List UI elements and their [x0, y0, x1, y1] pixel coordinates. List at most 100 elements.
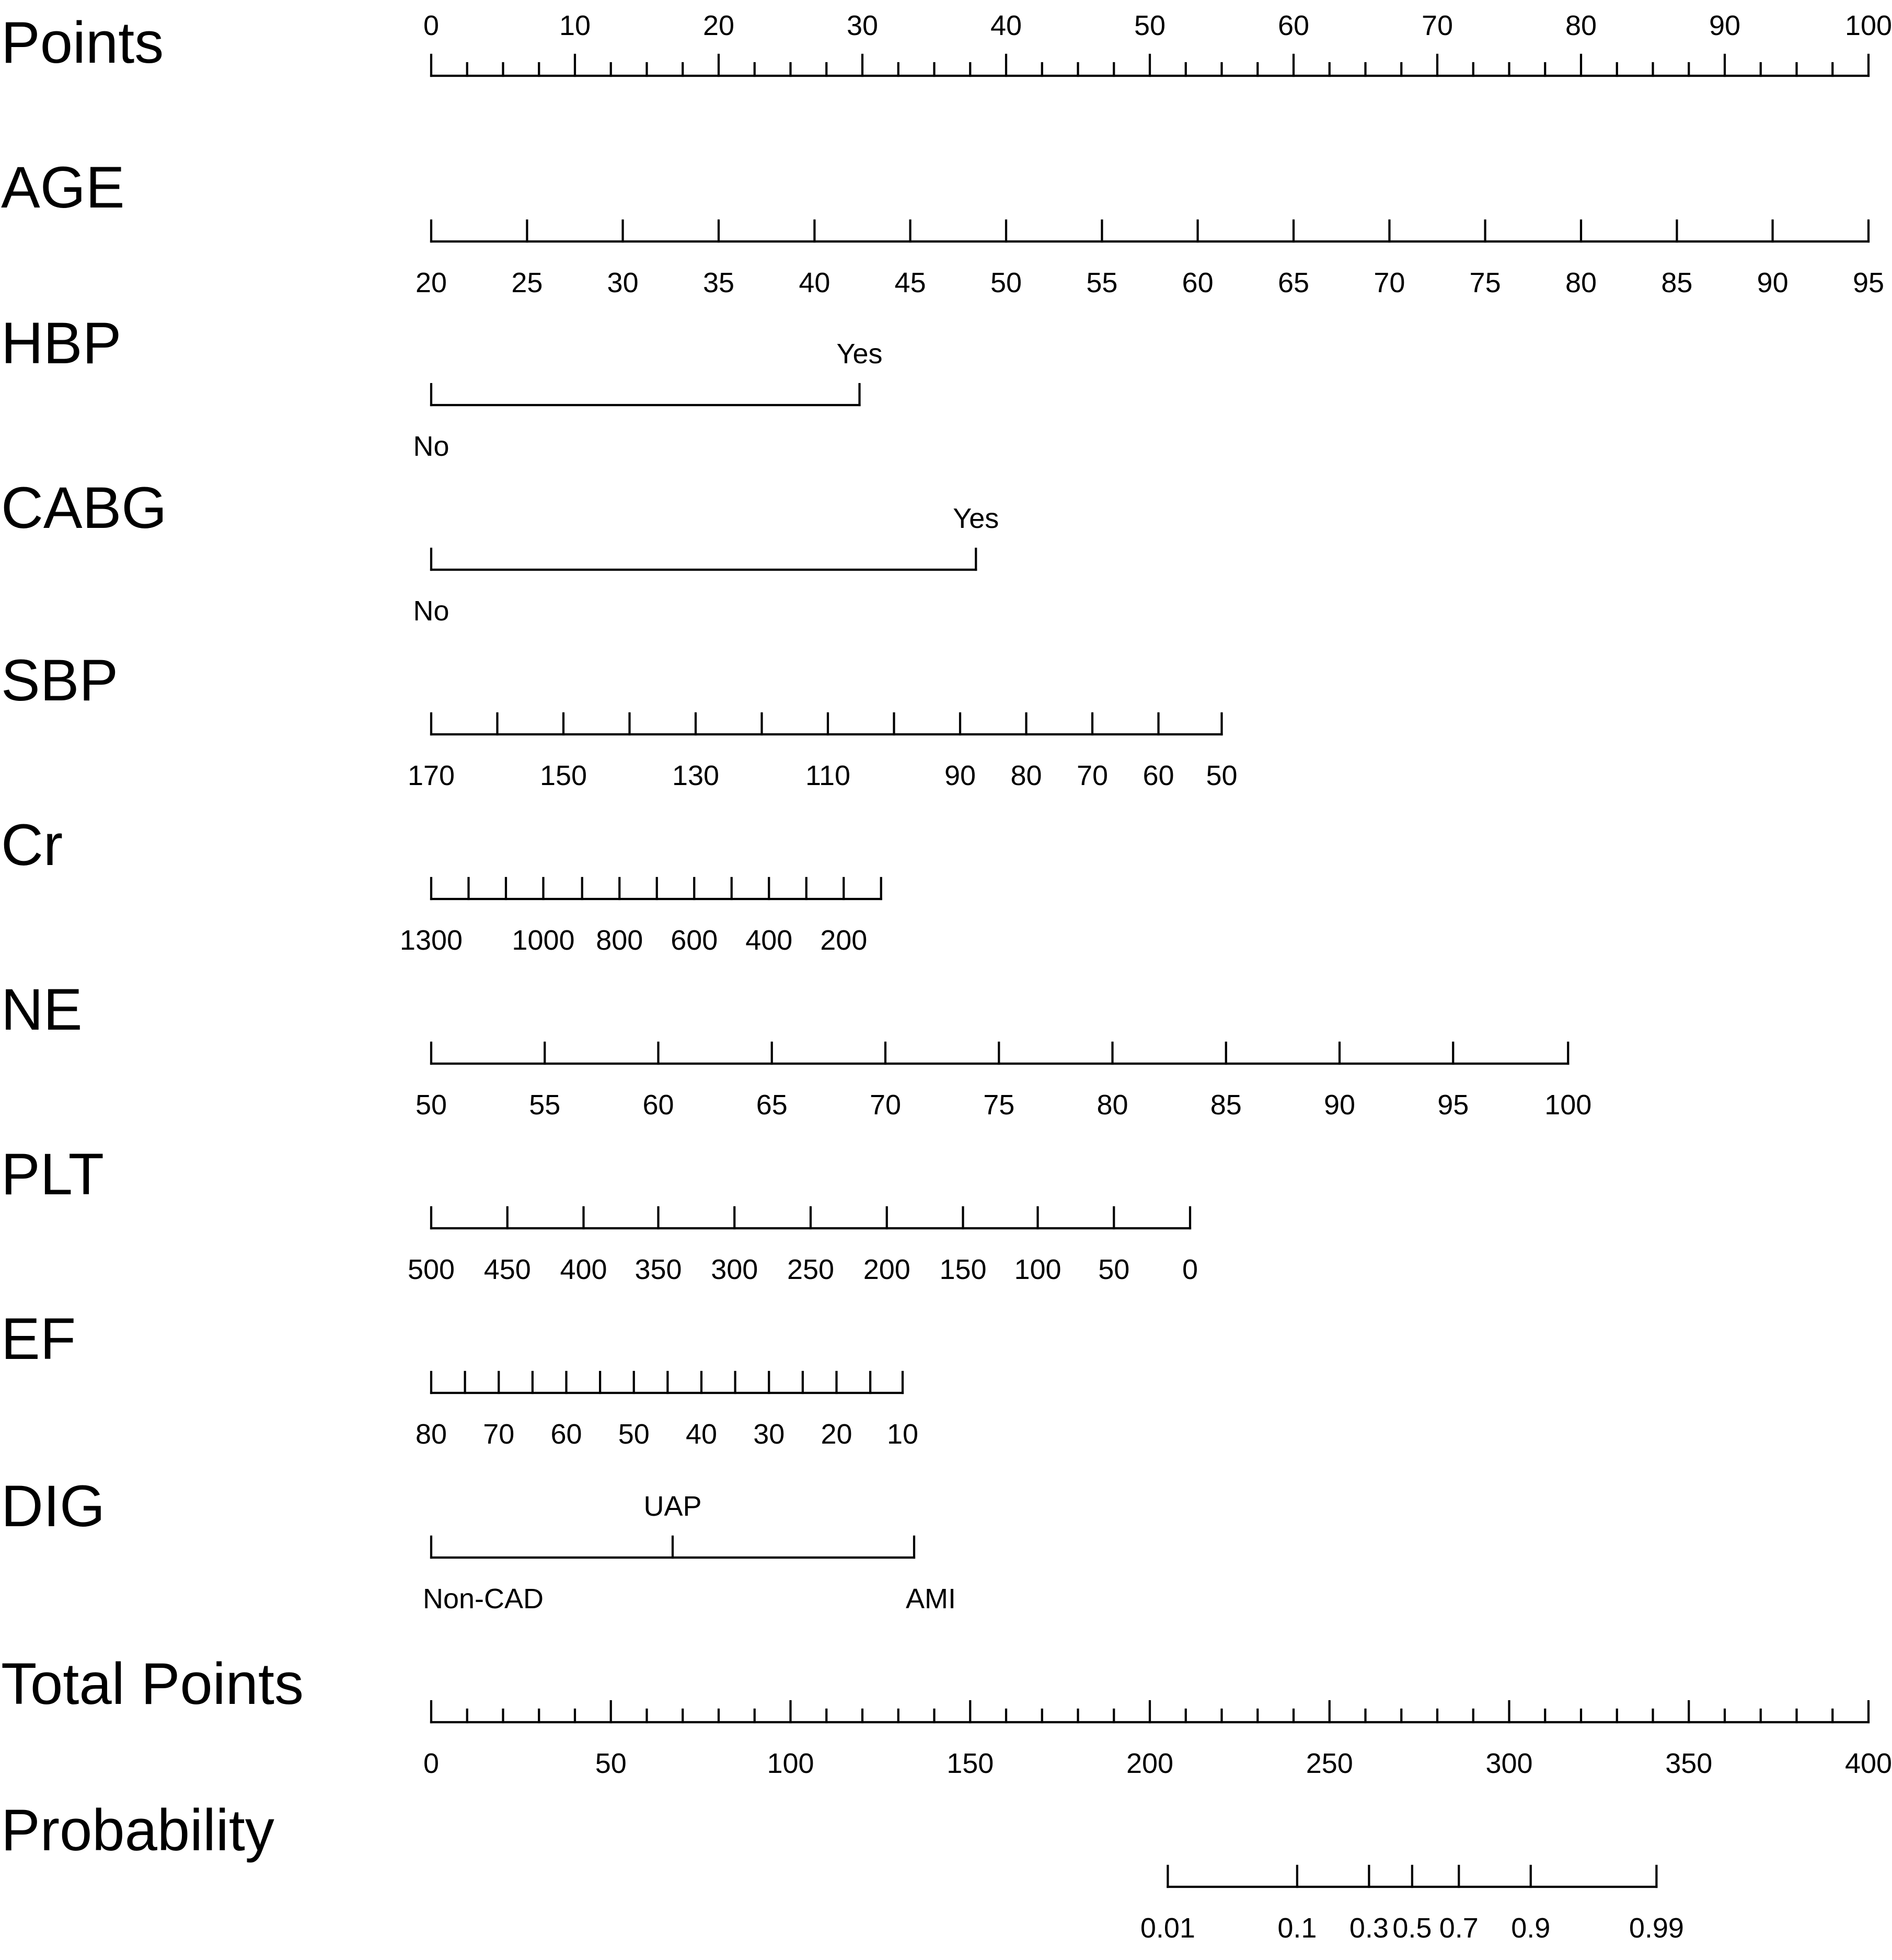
tick-label-age: 50	[990, 267, 1022, 298]
tick-label-ef: 60	[550, 1419, 582, 1450]
tick-label-sbp: 70	[1077, 760, 1108, 791]
tick-label-sbp: 130	[672, 760, 719, 791]
tick-label-sbp: 150	[540, 760, 587, 791]
tick-label-cr: 600	[671, 925, 718, 956]
tick-label-age: 75	[1470, 267, 1501, 298]
tick-label-points: 10	[559, 10, 591, 41]
row-points: Points 0 10 20 30 40 50 60 70 80 90 100	[1, 10, 1892, 77]
tick-label-probability: 0.9	[1511, 1912, 1550, 1944]
tick-label-age: 40	[799, 267, 830, 298]
tick-label-plt: 200	[863, 1254, 910, 1285]
tick-label-ef: 10	[887, 1419, 918, 1450]
tick-label-total-points: 350	[1665, 1748, 1712, 1779]
tick-label-points: 80	[1565, 10, 1597, 41]
tick-label-ne: 90	[1324, 1089, 1355, 1121]
tick-label-ne: 60	[642, 1089, 674, 1121]
row-label-plt: PLT	[1, 1142, 104, 1207]
tick-label-probability: 0.01	[1140, 1912, 1195, 1944]
tick-label-age: 90	[1757, 267, 1789, 298]
tick-label-plt: 250	[787, 1254, 834, 1285]
row-label-cr: Cr	[1, 812, 63, 878]
row-label-ef: EF	[1, 1306, 76, 1371]
tick-label-points: 40	[990, 10, 1022, 41]
tick-label-probability: 0.7	[1439, 1912, 1479, 1944]
tick-label-cabg: Yes	[953, 503, 999, 534]
tick-label-age: 20	[416, 267, 447, 298]
row-hbp: HBP No Yes	[1, 310, 883, 462]
row-sbp: SBP 170 150 130 110 90 80 70 60 50	[1, 648, 1238, 791]
tick-label-sbp: 110	[805, 760, 850, 791]
row-total-points: Total Points 0 50 100 150 200 250 300 350 400	[1, 1651, 1892, 1779]
tick-label-sbp: 80	[1010, 760, 1042, 791]
tick-label-plt: 0	[1182, 1254, 1198, 1285]
tick-label-ef: 30	[753, 1419, 785, 1450]
tick-label-hbp: No	[413, 431, 449, 462]
row-label-points: Points	[1, 10, 164, 75]
tick-label-total-points: 100	[767, 1748, 814, 1779]
tick-label-age: 35	[703, 267, 734, 298]
tick-label-ne: 80	[1097, 1089, 1128, 1121]
tick-label-plt: 300	[711, 1254, 758, 1285]
tick-label-age: 60	[1182, 267, 1214, 298]
row-label-sbp: SBP	[1, 648, 118, 713]
row-label-dig: DIG	[1, 1473, 105, 1539]
tick-label-ne: 100	[1544, 1089, 1591, 1121]
row-dig: DIG Non-CAD UAP AMI	[1, 1473, 956, 1615]
row-label-age: AGE	[1, 155, 125, 220]
tick-label-plt: 100	[1014, 1254, 1061, 1285]
row-cr: Cr 1300 1000 800 600 400 200	[1, 812, 882, 956]
row-label-hbp: HBP	[1, 310, 121, 376]
tick-label-points: 0	[423, 10, 439, 41]
row-ef: EF 80 70 60 50 40 30 20 10	[1, 1306, 918, 1450]
tick-label-total-points: 250	[1306, 1748, 1353, 1779]
tick-label-ne: 95	[1437, 1089, 1469, 1121]
tick-label-age: 30	[607, 267, 639, 298]
row-cabg: CABG No Yes	[1, 475, 999, 627]
tick-label-cr: 1000	[512, 925, 574, 956]
tick-label-age: 70	[1374, 267, 1405, 298]
tick-label-total-points: 150	[947, 1748, 994, 1779]
tick-label-cr: 400	[745, 925, 792, 956]
tick-label-age: 95	[1853, 267, 1884, 298]
tick-label-total-points: 50	[595, 1748, 627, 1779]
tick-label-plt: 400	[560, 1254, 607, 1285]
tick-label-cr: 1300	[400, 925, 463, 956]
tick-label-ne: 75	[983, 1089, 1014, 1121]
tick-label-cr: 200	[820, 925, 867, 956]
tick-label-ne: 85	[1210, 1089, 1242, 1121]
row-label-cabg: CABG	[1, 475, 167, 540]
tick-label-dig: UAP	[643, 1491, 701, 1522]
tick-label-ef: 80	[416, 1419, 447, 1450]
tick-label-cabg: No	[413, 595, 449, 627]
tick-label-age: 25	[511, 267, 543, 298]
tick-label-points: 30	[847, 10, 878, 41]
tick-label-age: 65	[1278, 267, 1309, 298]
tick-label-total-points: 200	[1126, 1748, 1173, 1779]
tick-label-age: 45	[895, 267, 926, 298]
row-ne: NE 50 55 60 65 70 75 80 85 90 95 100	[1, 977, 1591, 1121]
row-label-probability: Probability	[1, 1797, 274, 1863]
tick-label-cr: 800	[596, 925, 643, 956]
row-age: AGE 20 25 30 35 40 45 50 55 60 65 70 75 80 85 90 95	[1, 155, 1884, 298]
tick-label-sbp: 90	[944, 760, 976, 791]
tick-label-points: 90	[1709, 10, 1740, 41]
tick-label-points: 50	[1134, 10, 1166, 41]
tick-label-probability: 0.99	[1629, 1912, 1684, 1944]
tick-label-hbp: Yes	[836, 338, 882, 370]
tick-label-points: 70	[1422, 10, 1453, 41]
tick-label-plt: 500	[408, 1254, 455, 1285]
tick-label-ef: 50	[618, 1419, 650, 1450]
tick-label-ef: 40	[686, 1419, 717, 1450]
tick-label-total-points: 0	[423, 1748, 439, 1779]
tick-label-probability: 0.3	[1349, 1912, 1389, 1944]
tick-label-plt: 350	[634, 1254, 682, 1285]
tick-label-ef: 70	[483, 1419, 514, 1450]
tick-label-plt: 150	[939, 1254, 986, 1285]
tick-label-dig: Non-CAD	[423, 1583, 544, 1615]
row-label-ne: NE	[1, 977, 83, 1042]
tick-label-total-points: 400	[1845, 1748, 1892, 1779]
tick-label-sbp: 60	[1143, 760, 1174, 791]
tick-label-probability: 0.5	[1392, 1912, 1432, 1944]
